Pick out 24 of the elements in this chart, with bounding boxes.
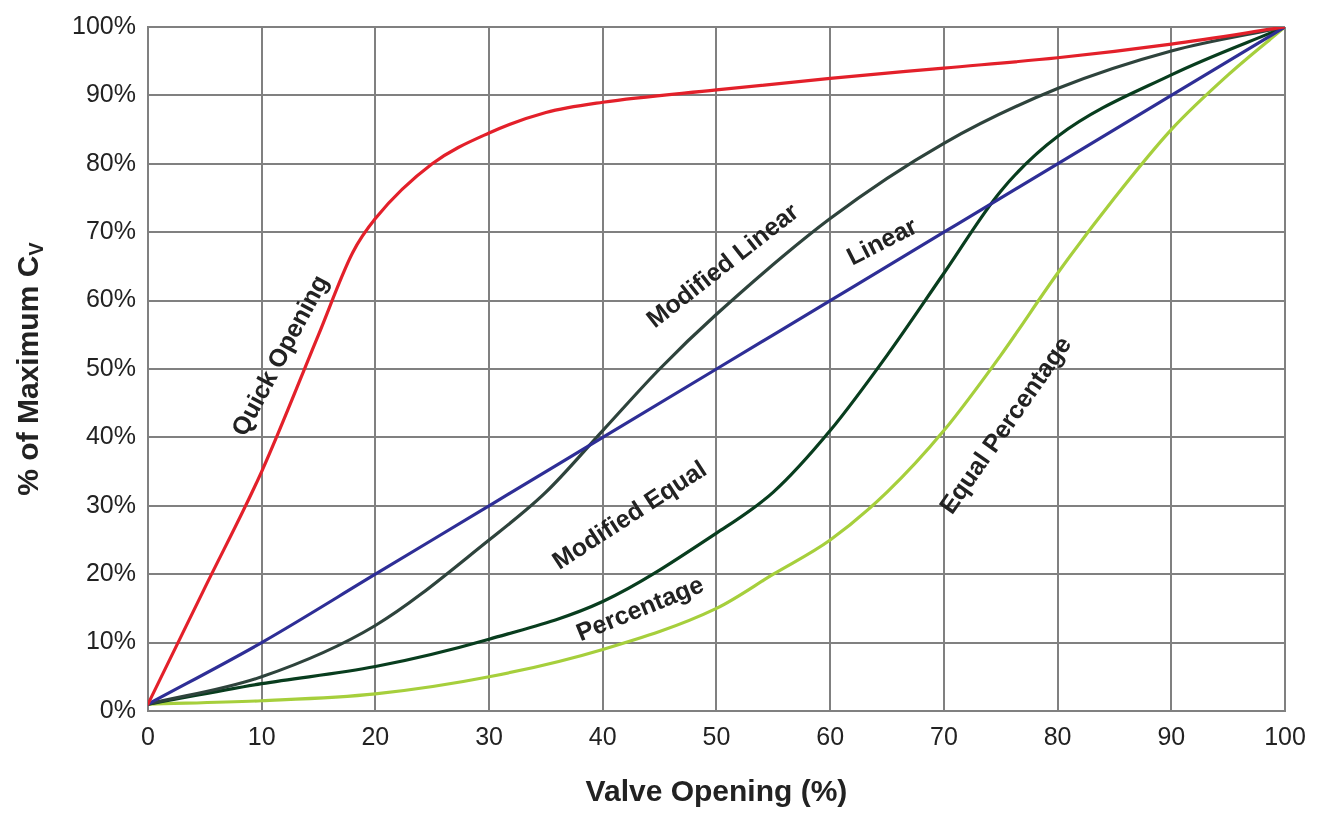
x-tick-label: 90	[1157, 721, 1186, 750]
x-tick-label: 0	[140, 721, 155, 750]
x-tick-label: 80	[1043, 721, 1072, 750]
y-tick-label: 40%	[85, 421, 136, 450]
x-tick-label: 50	[702, 721, 731, 750]
x-tick-label: 30	[475, 721, 503, 750]
y-tick-label: 10%	[85, 626, 136, 655]
y-tick-label: 20%	[85, 558, 136, 587]
x-tick-label: 20	[361, 721, 390, 750]
x-tick-label: 10	[247, 721, 276, 750]
y-tick-label: 60%	[85, 284, 136, 313]
y-tick-label: 50%	[85, 352, 136, 381]
y-tick-label: 70%	[85, 216, 136, 245]
x-tick-label: 70	[929, 721, 958, 750]
y-tick-label: 0%	[99, 694, 136, 723]
x-tick-label: 100	[1264, 721, 1306, 750]
y-tick-label: 80%	[85, 147, 136, 176]
y-tick-label: 100%	[71, 10, 136, 39]
x-tick-label: 40	[588, 721, 617, 750]
x-axis-title: Valve Opening (%)	[585, 774, 848, 808]
y-tick-label: 30%	[85, 489, 136, 518]
y-axis-title: % of Maximum CV	[11, 241, 47, 496]
x-tick-label: 60	[816, 721, 845, 750]
y-tick-label: 90%	[85, 79, 136, 108]
